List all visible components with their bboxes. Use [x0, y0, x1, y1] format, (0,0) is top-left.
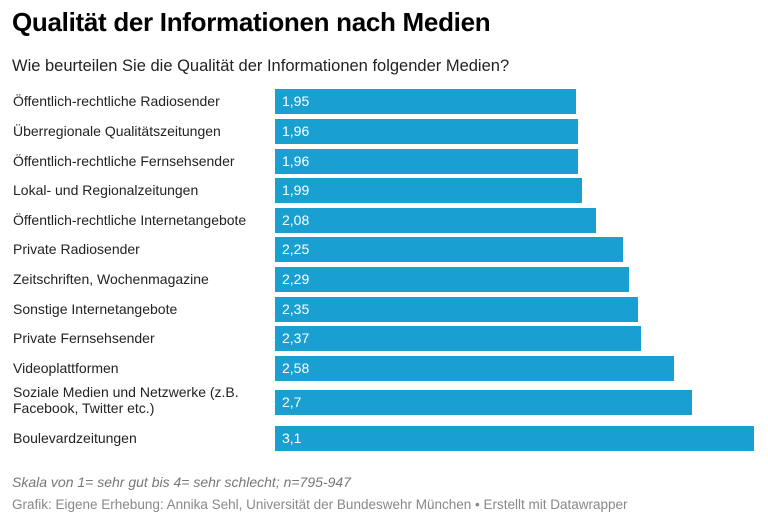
bar: 1,95: [275, 89, 576, 114]
bar-value-label: 2,7: [282, 394, 302, 410]
bar-category-label: Zeitschriften, Wochenmagazine: [13, 271, 209, 287]
scale-note: Skala von 1= sehr gut bis 4= sehr schlec…: [12, 474, 351, 490]
bar-category-label: Videoplattformen: [13, 360, 119, 376]
bar-value-label: 2,37: [282, 330, 310, 346]
bar-category-label: Überregionale Qualitätszeitungen: [13, 123, 221, 139]
bar-category-label: Lokal- und Regionalzeitungen: [13, 182, 199, 198]
bar: 1,96: [275, 149, 578, 174]
bar: 1,96: [275, 119, 578, 144]
bar-value-label: 1,99: [282, 182, 310, 198]
bar-category-label: Öffentlich-rechtliche Internetangebote: [13, 212, 247, 228]
bar-value-label: 2,08: [282, 212, 310, 228]
bar: 2,58: [275, 356, 674, 381]
bar-chart: Öffentlich-rechtliche Radiosender 1,95 Übe…: [0, 86, 768, 456]
bar-category-label: Boulevardzeitungen: [13, 430, 137, 446]
chart-subtitle: Wie beurteilen Sie die Qualität der Info…: [12, 57, 510, 75]
bar-category-label: Private Fernsehsender: [13, 330, 155, 346]
bar-value-label: 1,96: [282, 153, 310, 169]
bar-value-label: 1,95: [282, 93, 310, 109]
bar: 2,35: [275, 297, 638, 322]
bar: 3,1: [275, 426, 754, 451]
bar-value-label: 2,35: [282, 301, 310, 317]
bar: 2,29: [275, 267, 629, 292]
bar-value-label: 3,1: [282, 430, 302, 446]
bar-category-label: Private Radiosender: [13, 241, 140, 257]
bar: 2,37: [275, 326, 641, 351]
source-credit: Grafik: Eigene Erhebung: Annika Sehl, Un…: [12, 497, 628, 512]
bar: 2,08: [275, 208, 596, 233]
bar-category-label: Öffentlich-rechtliche Fernsehsender: [13, 153, 235, 169]
bar: 2,7: [275, 390, 692, 415]
bar-value-label: 2,25: [282, 241, 310, 257]
chart-title: Qualität der Informationen nach Medien: [12, 7, 491, 37]
bar: 1,99: [275, 178, 582, 203]
bar-category-label: Soziale Medien und Netzwerke (z.B. Faceb…: [13, 384, 239, 416]
bar-category-label: Öffentlich-rechtliche Radiosender: [13, 93, 220, 109]
bar-category-label: Sonstige Internetangebote: [13, 301, 178, 317]
bar-value-label: 2,29: [282, 271, 310, 287]
bar-value-label: 2,58: [282, 360, 310, 376]
bar-value-label: 1,96: [282, 123, 310, 139]
bar: 2,25: [275, 237, 623, 262]
